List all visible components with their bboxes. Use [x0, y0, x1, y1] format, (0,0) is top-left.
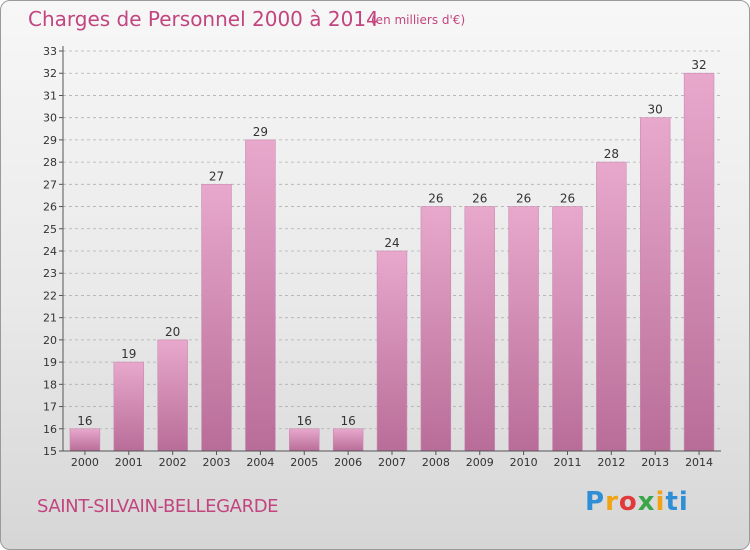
x-tick-label: 2006	[334, 456, 362, 469]
y-tick-label: 25	[43, 223, 57, 236]
bar	[201, 184, 232, 452]
bar	[508, 206, 539, 452]
bar	[639, 117, 671, 452]
bar	[683, 72, 715, 452]
logo-letter: i	[678, 487, 689, 517]
bar-value-label: 32	[691, 58, 706, 72]
logo-letter: t	[665, 487, 679, 517]
y-tick-label: 29	[43, 134, 57, 147]
y-tick-label: 27	[43, 178, 57, 191]
y-tick-label: 21	[43, 312, 57, 325]
bar-value-label: 30	[648, 103, 663, 117]
x-tick-label: 2003	[203, 456, 231, 469]
bar	[332, 428, 364, 452]
bar-value-label: 16	[297, 414, 312, 428]
bar	[420, 206, 452, 452]
x-tick-label: 2007	[378, 456, 406, 469]
bar-value-label: 29	[253, 125, 268, 139]
commune-name: SAINT-SILVAIN-BELLEGARDE	[37, 496, 279, 517]
y-tick-label: 17	[43, 401, 57, 414]
x-tick-label: 2000	[71, 456, 99, 469]
bar-value-label: 26	[428, 192, 443, 206]
y-tick-label: 32	[43, 67, 57, 80]
logo-letter: r	[605, 487, 619, 517]
y-tick-label: 16	[43, 423, 57, 436]
y-tick-label: 24	[43, 245, 57, 258]
x-tick-label: 2012	[597, 456, 625, 469]
logo-letter: P	[585, 487, 606, 517]
y-tick-label: 28	[43, 156, 57, 169]
bar	[69, 428, 101, 452]
logo-letter: x	[637, 487, 656, 517]
bar-value-label: 27	[209, 169, 224, 183]
bar	[464, 206, 495, 452]
y-tick-label: 31	[43, 89, 57, 102]
x-tick-label: 2008	[422, 456, 450, 469]
axes: 15 16 17 18 19 20 21 22 23 24 25 26 27 28 29 30 31 32 33 20…	[43, 45, 721, 469]
x-tick-label: 2010	[510, 456, 538, 469]
logo-letter: i	[655, 487, 666, 517]
bar-value-label: 26	[560, 192, 575, 206]
bar-value-label: 28	[604, 147, 619, 161]
bar	[552, 206, 583, 452]
bar-value-label: 16	[340, 414, 355, 428]
bar-value-label: 26	[516, 192, 531, 206]
logo-letter: o	[618, 487, 638, 517]
y-tick-label: 19	[43, 356, 57, 369]
bar-value-label: 20	[165, 325, 180, 339]
bar	[289, 428, 320, 452]
y-tick-label: 30	[43, 112, 57, 125]
bar-value-label: 26	[472, 192, 487, 206]
y-tick-label: 18	[43, 378, 57, 391]
bars: 16 19 20 27 29 16 16 24 26 26 26 26 28 30 32	[69, 58, 715, 452]
bar-value-label: 19	[121, 347, 136, 361]
x-tick-label: 2001	[115, 456, 143, 469]
bar	[596, 161, 627, 452]
bar	[113, 361, 145, 452]
bar	[376, 250, 408, 452]
x-tick-label: 2013	[641, 456, 669, 469]
x-tick-label: 2011	[553, 456, 581, 469]
y-tick-label: 15	[43, 445, 57, 458]
bar-value-label: 16	[77, 414, 92, 428]
x-tick-label: 2014	[685, 456, 713, 469]
bar	[157, 339, 188, 452]
proxiti-logo: Proxiti	[585, 487, 689, 517]
y-tick-label: 33	[43, 45, 57, 58]
x-tick-label: 2005	[290, 456, 318, 469]
x-tick-label: 2002	[159, 456, 187, 469]
y-tick-label: 23	[43, 267, 57, 280]
chart-title: Charges de Personnel 2000 à 2014	[28, 7, 379, 31]
y-tick-label: 22	[43, 289, 57, 302]
bar	[245, 139, 276, 452]
y-tick-label: 20	[43, 334, 57, 347]
x-tick-label: 2004	[246, 456, 274, 469]
x-tick-label: 2009	[466, 456, 494, 469]
bar-value-label: 24	[384, 236, 399, 250]
y-tick-label: 26	[43, 201, 57, 214]
chart-subtitle: (en milliers d'€)	[371, 13, 466, 27]
